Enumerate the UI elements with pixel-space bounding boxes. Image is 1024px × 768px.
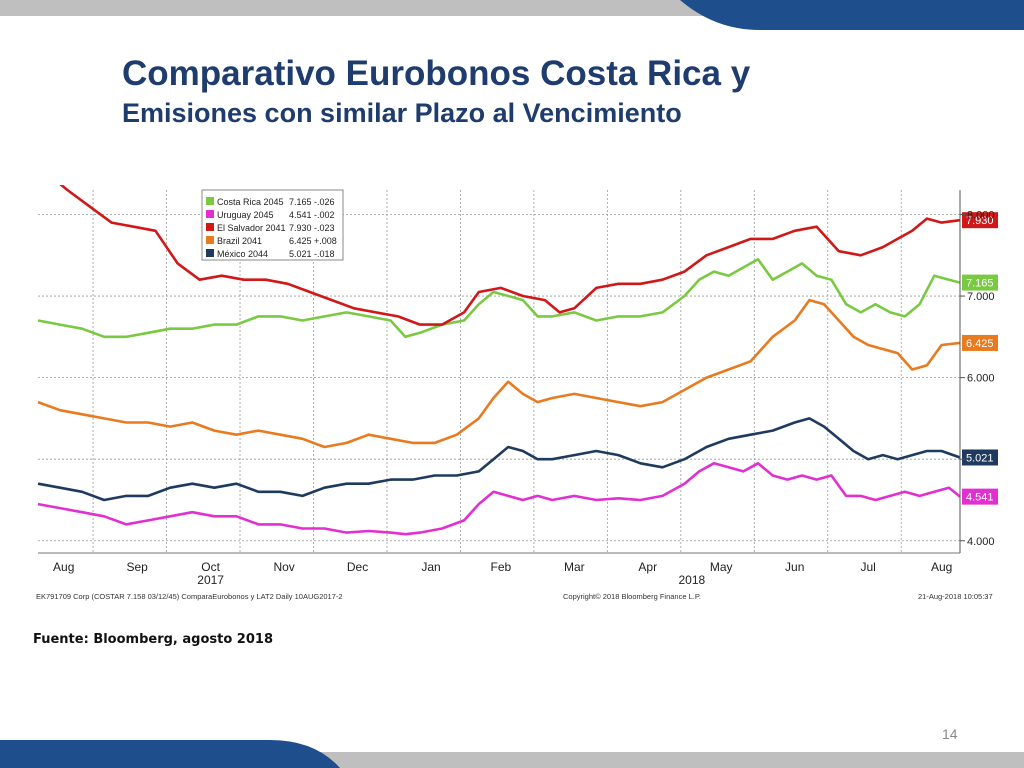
x-month-label: Jan [421, 560, 440, 574]
x-axis: Aug Sep Oct Nov Dec Jan Feb Mar Apr May Jun Jul Aug 2… [38, 552, 960, 587]
legend-last-value: 5.021 [289, 249, 312, 259]
last-value-tag: 6.425 [962, 334, 998, 351]
legend-last-value: 7.165 [289, 197, 312, 207]
slide-title: Comparativo Eurobonos Costa Rica y Emisi… [122, 52, 882, 130]
legend-swatch [206, 223, 214, 231]
y-tick-label: 7.000 [967, 291, 995, 303]
series-line [37, 258, 961, 339]
legend-change: -.026 [314, 197, 335, 207]
last-value-tag: 7.930 [962, 212, 998, 229]
legend-swatch [206, 249, 214, 257]
legend-series-name: Brazil 2041 [217, 236, 262, 246]
last-value-tag-label: 6.425 [966, 338, 994, 350]
legend-swatch [206, 197, 214, 205]
last-value-tag: 7.165 [962, 274, 998, 291]
legend-series-name: El Salvador 2041 [217, 223, 286, 233]
chart-footer-copyright: Copyright© 2018 Bloomberg Finance L.P. [563, 592, 701, 601]
title-line-1: Comparativo Eurobonos Costa Rica y [122, 54, 751, 93]
x-month-label: May [710, 560, 733, 574]
legend-change: -.018 [314, 249, 335, 259]
last-value-tag-label: 7.165 [966, 278, 994, 290]
series-line [37, 298, 961, 449]
x-year-label: 2018 [678, 573, 705, 587]
y-tick-label: 8.000 [967, 209, 995, 221]
x-month-label: Aug [53, 560, 74, 574]
y-axis: 4.000 6.000 7.000 8.000 [959, 190, 995, 553]
y-tick-label: 6.000 [967, 373, 995, 385]
x-month-label: Dec [347, 560, 368, 574]
y-tick-label: 4.000 [967, 536, 995, 548]
x-month-label: Sep [126, 560, 148, 574]
legend-series-name: Uruguay 2045 [217, 210, 274, 220]
x-month-label: Aug [931, 560, 952, 574]
last-value-tag-box [962, 334, 998, 351]
last-value-tag: 5.021 [962, 449, 998, 466]
chart-footer-left: EK791709 Corp (COSTAR 7.158 03/12/45) Co… [36, 592, 343, 601]
chart-series [37, 185, 961, 536]
legend-last-value: 7.930 [289, 223, 312, 233]
title-line-2: Emisiones con similar Plazo al Vencimien… [122, 98, 682, 128]
last-value-tag: 4.541 [962, 488, 998, 505]
x-month-label: Jun [785, 560, 804, 574]
x-year-label: 2017 [197, 573, 224, 587]
bond-yield-chart: 7.930 7.165 6.425 5.021 4.541 4.000 6.000 7.00… [36, 185, 998, 601]
x-month-label: Feb [490, 560, 511, 574]
legend-swatch [206, 210, 214, 218]
chart-grid [38, 190, 960, 553]
last-value-tag-box [962, 212, 998, 229]
x-month-label: Nov [273, 560, 294, 574]
legend-change: +.008 [314, 236, 337, 246]
top-blue-swoosh [680, 0, 1024, 30]
x-month-label: Mar [564, 560, 585, 574]
source-note: Fuente: Bloomberg, agosto 2018 [33, 632, 273, 647]
legend-last-value: 6.425 [289, 236, 312, 246]
series-line [37, 461, 961, 536]
bottom-blue-swoosh [0, 740, 340, 768]
legend-box [201, 189, 344, 261]
last-value-tag-label: 4.541 [966, 492, 994, 504]
legend-last-value: 4.541 [289, 210, 312, 220]
legend-change: -.002 [314, 210, 335, 220]
last-value-tag-label: 7.930 [966, 215, 994, 227]
last-value-tag-label: 5.021 [966, 452, 994, 464]
chart-legend: Costa Rica 2045 7.165 -.026 Uruguay 2045 4.5… [201, 189, 344, 261]
legend-series-name: Costa Rica 2045 [217, 197, 284, 207]
legend-change: -.023 [314, 223, 335, 233]
series-line [37, 417, 961, 502]
last-value-tags: 7.930 7.165 6.425 5.021 4.541 [962, 212, 998, 505]
legend-swatch [206, 236, 214, 244]
page-number: 14 [942, 726, 958, 742]
legend-series-name: México 2044 [217, 249, 268, 259]
chart-footer-timestamp: 21-Aug-2018 10:05:37 [918, 592, 993, 601]
last-value-tag-box [962, 488, 998, 505]
series-line [59, 185, 961, 326]
last-value-tag-box [962, 449, 998, 466]
x-month-label: Apr [638, 560, 657, 574]
x-month-label: Oct [201, 560, 220, 574]
x-month-label: Jul [860, 560, 875, 574]
last-value-tag-box [962, 274, 998, 291]
